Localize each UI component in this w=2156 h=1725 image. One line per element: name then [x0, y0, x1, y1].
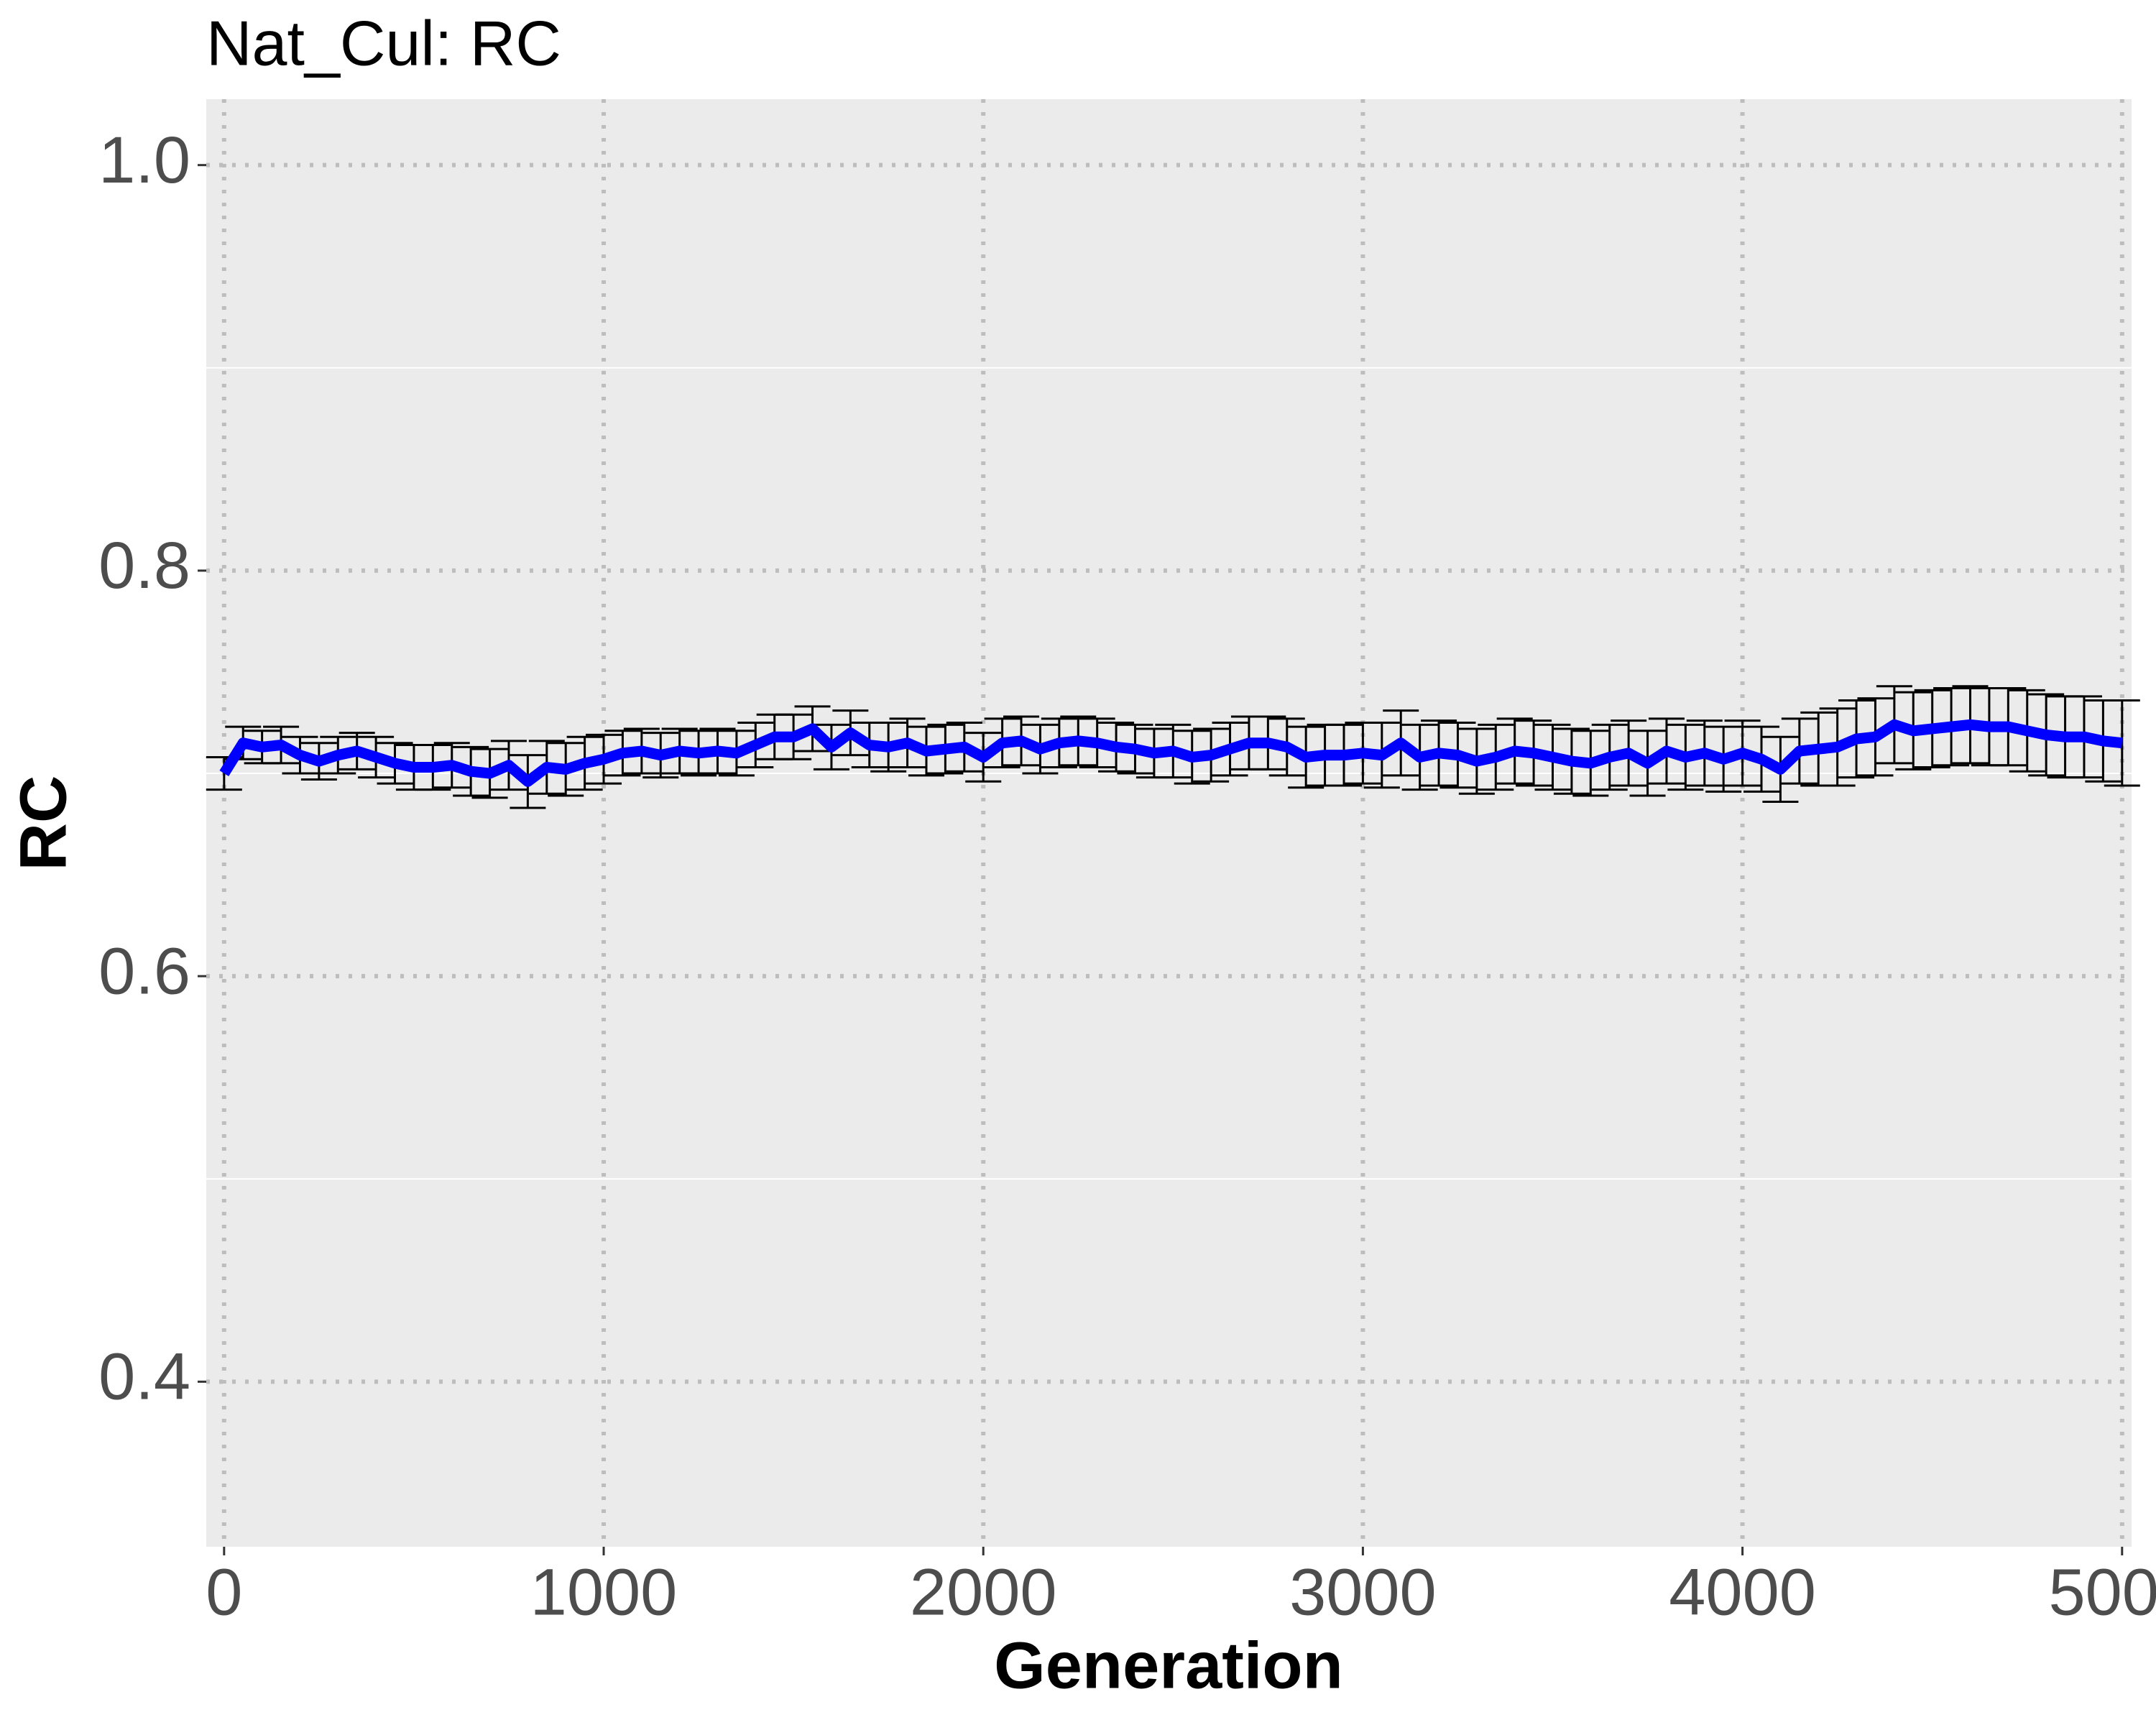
- y-axis-title: RC: [6, 776, 80, 871]
- x-tick-label: 0: [206, 1555, 242, 1629]
- data-line: [219, 719, 2123, 787]
- x-axis-title: Generation: [994, 1629, 1343, 1702]
- y-tick-label: 0.8: [98, 529, 190, 602]
- y-tick-label: 0.6: [98, 934, 190, 1008]
- chart-title: Nat_Cul: RC: [206, 7, 561, 78]
- x-tick-label: 2000: [910, 1555, 1057, 1629]
- x-tick-label: 5000: [2048, 1555, 2156, 1629]
- x-tick-label: 1000: [530, 1555, 678, 1629]
- x-tick-label: 3000: [1289, 1555, 1437, 1629]
- x-tick-label: 4000: [1669, 1555, 1816, 1629]
- y-tick-label: 1.0: [98, 124, 190, 197]
- panel: [206, 99, 2132, 1547]
- y-tick-label: 0.4: [98, 1340, 190, 1414]
